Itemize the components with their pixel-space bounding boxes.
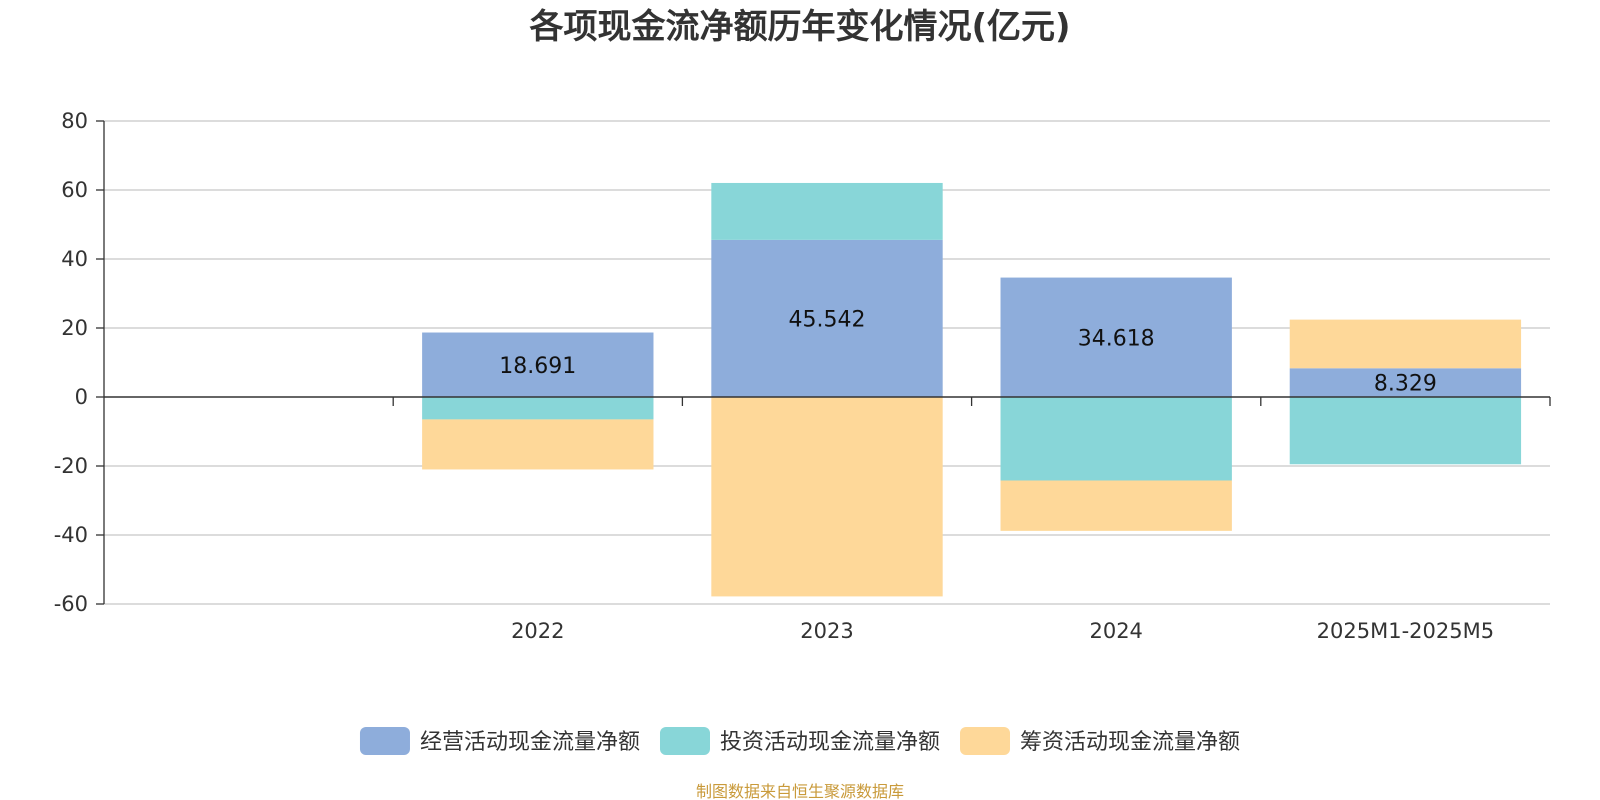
- bars: [422, 182, 1522, 597]
- bar-value-label: 45.542: [789, 307, 866, 332]
- chart-title: 各项现金流净额历年变化情况(亿元): [529, 7, 1070, 47]
- bar-segment: [711, 397, 943, 597]
- y-tick-label: -40: [54, 523, 88, 547]
- y-tick-label: 20: [61, 316, 88, 340]
- x-tick-label: 2022: [511, 619, 564, 643]
- y-tick-label: -60: [54, 592, 88, 616]
- bar-segment: [1000, 480, 1232, 531]
- y-tick-label: 40: [61, 247, 88, 271]
- bar-segment: [1000, 397, 1232, 481]
- bar-segment: [422, 419, 654, 470]
- y-tick-label: 0: [75, 385, 88, 409]
- bar-value-label: 8.329: [1374, 372, 1437, 397]
- legend-label: 经营活动现金流量净额: [420, 730, 640, 755]
- legend: 经营活动现金流量净额 投资活动现金流量净额 筹资活动现金流量净额: [359, 727, 1240, 755]
- bar-segment: [1000, 277, 1232, 397]
- y-tick-label: 60: [61, 178, 88, 202]
- bar-value-label: 34.618: [1078, 326, 1155, 351]
- x-tick-label: 2023: [800, 619, 853, 643]
- legend-label: 投资活动现金流量净额: [720, 730, 940, 755]
- source-note: 制图数据来自恒生聚源数据库: [696, 782, 904, 800]
- bar-value-label: 18.691: [499, 354, 576, 379]
- bar-segment: [422, 332, 654, 397]
- bar-segment: [422, 397, 654, 420]
- legend-swatch: [960, 727, 1011, 755]
- legend-swatch: [659, 727, 710, 755]
- legend-label: 筹资活动现金流量净额: [1020, 730, 1240, 755]
- y-tick-label: -20: [54, 454, 88, 478]
- x-tick-label: 2024: [1089, 619, 1142, 643]
- axes: 80 60 40 20 0 -20 -40 -60 2022 2023 2024 2025M1-202…: [54, 109, 1551, 643]
- bar-segment: [1289, 368, 1522, 397]
- legend-swatch: [359, 727, 410, 755]
- x-tick-label: 2025M1-2025M5: [1317, 619, 1494, 643]
- bar-segment: [1289, 319, 1522, 369]
- bar-segment: [711, 239, 943, 397]
- bar-segment: [711, 182, 943, 240]
- y-tick-label: 80: [61, 109, 88, 133]
- bar-segment: [1289, 397, 1522, 465]
- bar-labels: 18.691 45.542 34.618 8.329: [499, 307, 1437, 396]
